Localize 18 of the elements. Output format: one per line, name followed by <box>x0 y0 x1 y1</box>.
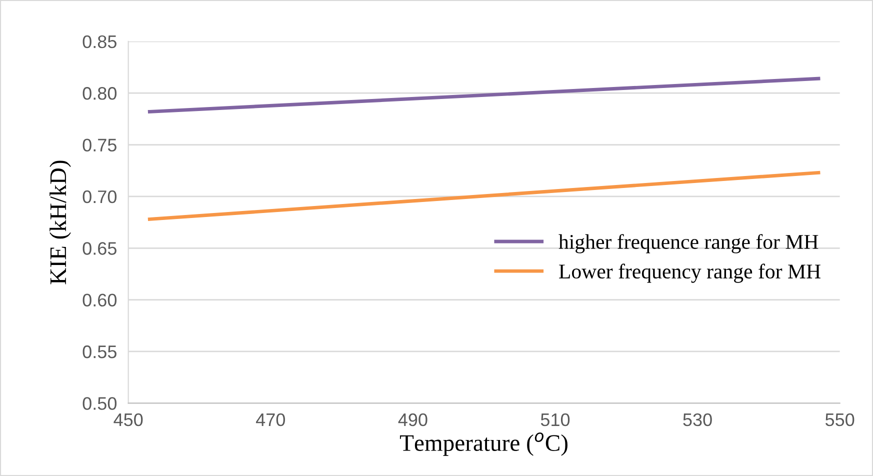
x-tick-label: 450 <box>114 413 143 426</box>
legend-label: higher frequence range for MH <box>558 234 818 254</box>
x-tick-label: 470 <box>256 413 285 426</box>
x-tick-label: 550 <box>825 413 854 426</box>
y-tick-label: 0.80 <box>82 87 117 100</box>
x-tick-label: 490 <box>398 413 428 426</box>
x-axis-title: Temperature ($^{o}$C) <box>400 432 568 456</box>
y-tick-label: 0.85 <box>82 35 116 48</box>
y-tick-label: 0.70 <box>82 190 117 204</box>
y-tick-label: 0.60 <box>82 294 117 307</box>
x-tick-label: 530 <box>683 413 712 426</box>
y-tick-label: 0.65 <box>82 242 116 255</box>
y-tick-label: 0.75 <box>82 138 116 152</box>
y-tick-label: 0.55 <box>82 345 116 358</box>
y-tick-label: 0.50 <box>82 397 117 410</box>
x-tick-label: 510 <box>540 413 570 426</box>
legend-label: Lower frequency range for MH <box>559 264 820 283</box>
y-axis-title: KIE (kH/kD) <box>50 160 71 284</box>
